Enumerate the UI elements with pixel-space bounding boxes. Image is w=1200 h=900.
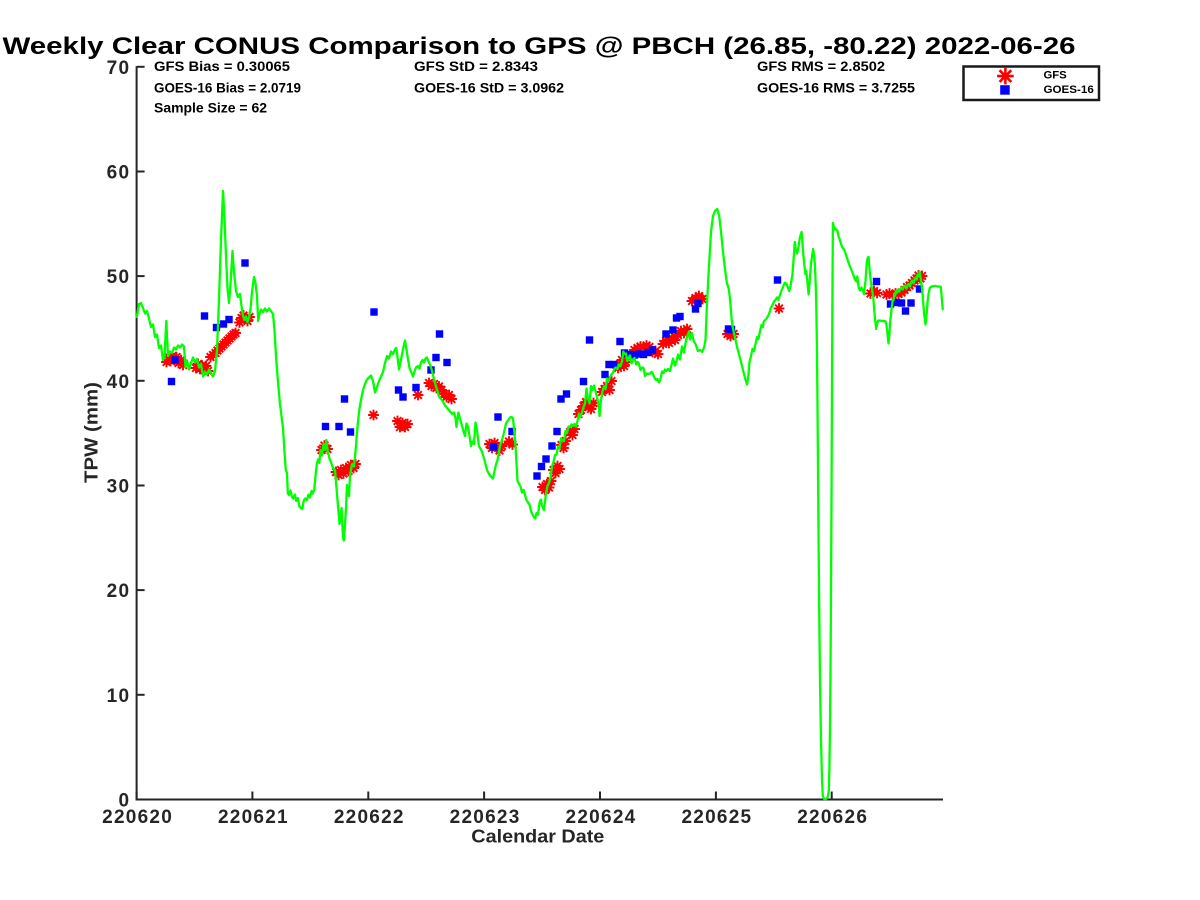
svg-text:220623: 220623 <box>450 807 521 828</box>
svg-text:70: 70 <box>107 58 131 79</box>
svg-text:220622: 220622 <box>334 807 405 828</box>
svg-text:10: 10 <box>107 686 131 707</box>
svg-text:220620: 220620 <box>102 807 173 828</box>
svg-text:GFS: GFS <box>1044 70 1067 82</box>
svg-text:20: 20 <box>107 581 131 602</box>
svg-text:220624: 220624 <box>566 807 637 828</box>
svg-text:220626: 220626 <box>797 807 868 828</box>
svg-text:GFS RMS = 2.8502: GFS RMS = 2.8502 <box>757 59 885 74</box>
svg-text:TPW (mm): TPW (mm) <box>82 382 102 483</box>
svg-text:GOES-16 RMS = 3.7255: GOES-16 RMS = 3.7255 <box>757 80 915 95</box>
svg-text:40: 40 <box>107 372 131 393</box>
svg-text:GOES-16 Bias = 2.0719: GOES-16 Bias = 2.0719 <box>154 80 301 95</box>
svg-text:GFS Bias = 0.30065: GFS Bias = 0.30065 <box>154 59 290 74</box>
svg-text:GFS StD = 2.8343: GFS StD = 2.8343 <box>414 59 538 74</box>
svg-text:50: 50 <box>107 267 131 288</box>
svg-text:220621: 220621 <box>218 807 289 828</box>
svg-text:GOES-16 StD = 3.0962: GOES-16 StD = 3.0962 <box>414 80 564 95</box>
svg-text:Sample Size = 62: Sample Size = 62 <box>154 101 267 116</box>
svg-text:30: 30 <box>107 477 131 498</box>
svg-text:Calendar Date: Calendar Date <box>471 826 604 847</box>
svg-text:60: 60 <box>107 163 131 184</box>
svg-text:Weekly Clear CONUS Comparison: Weekly Clear CONUS Comparison to GPS @ P… <box>3 33 1076 60</box>
svg-text:GOES-16: GOES-16 <box>1044 84 1094 96</box>
svg-text:0: 0 <box>118 791 130 812</box>
svg-text:220625: 220625 <box>681 807 752 828</box>
